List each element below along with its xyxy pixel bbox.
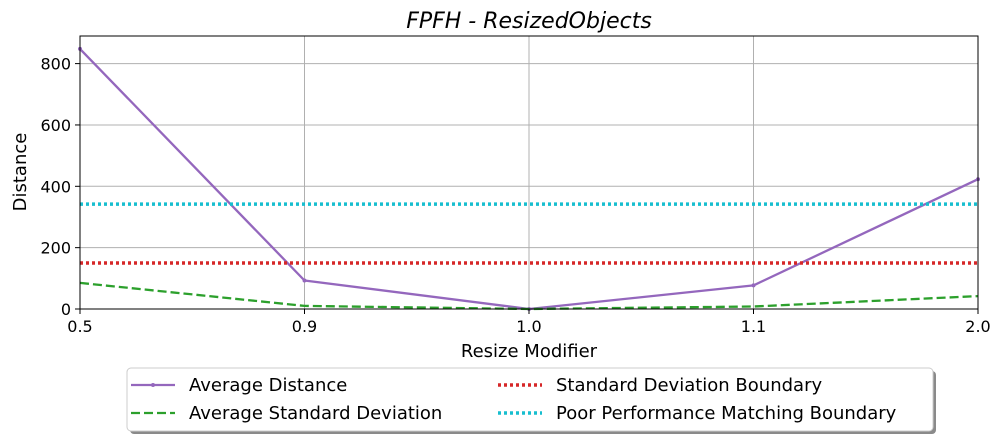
x-tick-label: 0.5 [67, 317, 92, 336]
y-tick-label: 200 [40, 239, 71, 258]
y-tick-label: 800 [40, 55, 71, 74]
series-point [751, 283, 756, 288]
ticks: 0.5 0.9 1.0 1.1 2.0 0 200 400 600 800 [40, 55, 990, 336]
x-tick-label: 1.1 [741, 317, 766, 336]
chart-title: FPFH - ResizedObjects [406, 9, 652, 34]
legend-marker [151, 383, 155, 387]
y-tick-label: 400 [40, 177, 71, 196]
legend-box [126, 367, 934, 432]
series-point [302, 278, 307, 283]
x-tick-label: 2.0 [965, 317, 990, 336]
legend-label: Average Standard Deviation [189, 403, 442, 424]
y-tick-label: 0 [61, 300, 71, 319]
legend-label: Average Distance [189, 375, 347, 396]
y-tick-label: 600 [40, 116, 71, 135]
x-tick-label: 1.0 [516, 317, 541, 336]
legend-label: Standard Deviation Boundary [556, 375, 822, 396]
y-axis-label: Distance [10, 133, 31, 212]
x-tick-label: 0.9 [292, 317, 317, 336]
legend: Average Distance Average Standard Deviati… [126, 367, 936, 434]
x-axis-label: Resize Modifier [461, 341, 598, 362]
legend-label: Poor Performance Matching Boundary [556, 403, 897, 424]
grid [79, 36, 979, 310]
